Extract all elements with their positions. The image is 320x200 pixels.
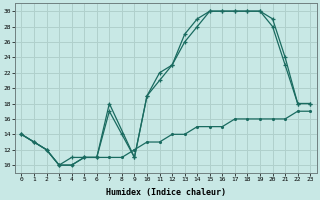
- X-axis label: Humidex (Indice chaleur): Humidex (Indice chaleur): [106, 188, 226, 197]
